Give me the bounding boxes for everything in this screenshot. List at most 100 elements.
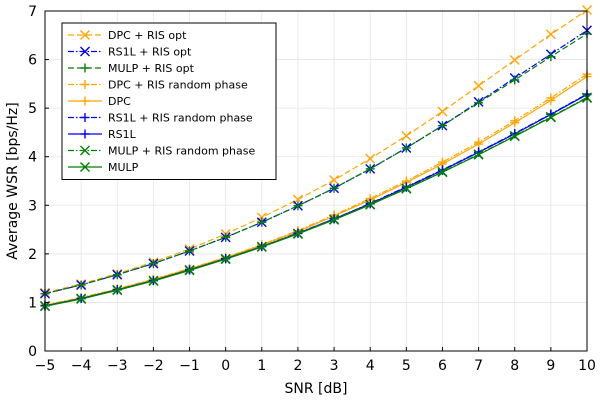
legend-label: MULP — [108, 161, 139, 174]
data-point — [148, 259, 158, 269]
series-line-dpc-ris-opt — [44, 9, 588, 294]
data-point — [474, 98, 484, 108]
data-point — [329, 175, 340, 186]
x-tick-label: −2 — [143, 358, 164, 374]
series-mulp — [40, 92, 592, 312]
data-point — [329, 183, 339, 193]
data-point — [401, 143, 411, 153]
series-line-mulp-ris-opt — [44, 33, 588, 295]
legend-item: MULP + RIS random phase — [68, 145, 255, 158]
x-tick-label: −1 — [179, 358, 200, 374]
data-point — [221, 232, 231, 242]
legend-marker — [80, 30, 90, 40]
legend-marker — [80, 96, 90, 106]
legend: DPC + RIS opt RS1L + RIS opt MULP + RIS op… — [61, 22, 277, 180]
legend-label: RS1L + RIS opt — [108, 46, 192, 59]
data-point — [148, 276, 159, 287]
data-point — [112, 285, 123, 296]
data-point — [185, 246, 195, 256]
legend-item: RS1L + RIS opt — [68, 46, 192, 59]
data-point — [184, 265, 195, 276]
legend-item: MULP + RIS opt — [68, 62, 195, 75]
x-tick-label: −4 — [71, 358, 92, 374]
plot-frame — [44, 10, 588, 352]
x-tick-label: 2 — [293, 358, 302, 374]
x-tick-label: 6 — [438, 358, 447, 374]
x-tick-label: 5 — [402, 358, 411, 374]
data-point — [437, 106, 448, 117]
data-point — [509, 55, 520, 66]
legend-marker — [80, 145, 90, 156]
data-point — [437, 167, 448, 178]
data-point — [509, 131, 520, 142]
legend-item: DPC — [68, 95, 131, 108]
x-axis-title: SNR [dB] — [285, 381, 348, 397]
data-point — [401, 130, 412, 141]
y-tick-label: 3 — [28, 198, 37, 214]
x-tick-label: 1 — [257, 358, 266, 374]
y-axis-title: Average WSR [bps/Hz] — [5, 102, 21, 259]
x-tick-label: −5 — [35, 358, 56, 374]
y-tick-label: 7 — [28, 4, 37, 20]
legend-marker — [80, 80, 90, 89]
legend-label: RS1L + RIS random phase — [108, 112, 253, 125]
data-point — [545, 29, 556, 40]
legend-item: DPC + RIS opt — [68, 29, 187, 42]
legend-item: DPC + RIS random phase — [68, 79, 248, 92]
legend-item: RS1L + RIS random phase — [68, 112, 253, 125]
legend-item: RS1L — [68, 128, 137, 141]
legend-label: MULP + RIS opt — [108, 62, 195, 75]
ticks: −5 −4 −3 −2 −1 0 1 2 3 4 5 6 7 8 9 10 0 1 2 3 4 5 6 7 — [28, 4, 596, 374]
data-point — [329, 214, 340, 225]
data-point — [582, 5, 592, 16]
data-point — [220, 254, 231, 265]
data-point — [510, 75, 520, 85]
legend-label: MULP + RIS random phase — [108, 145, 255, 158]
y-tick-label: 6 — [28, 53, 37, 69]
data-point — [545, 112, 556, 123]
x-tick-label: 7 — [474, 358, 483, 374]
data-point — [510, 118, 520, 128]
legend-label: DPC — [108, 95, 131, 108]
y-tick-label: 5 — [28, 101, 37, 117]
data-point — [76, 280, 86, 290]
series-line-dpc — [44, 76, 588, 306]
data-point — [401, 183, 412, 194]
legend-marker — [80, 129, 90, 139]
data-point — [546, 52, 556, 62]
y-tick-label: 0 — [28, 344, 37, 360]
data-point — [293, 201, 303, 211]
data-point — [257, 217, 267, 227]
data-point — [76, 294, 87, 305]
x-tick-label: 0 — [221, 358, 230, 374]
data-point — [437, 121, 447, 131]
legend-item: MULP — [68, 161, 139, 174]
x-tick-label: 9 — [546, 358, 555, 374]
data-point — [546, 95, 556, 105]
data-point — [112, 270, 122, 280]
legend-marker — [80, 63, 90, 73]
data-point — [474, 139, 484, 149]
x-tick-label: 3 — [330, 358, 339, 374]
legend-marker — [80, 46, 90, 57]
legend-marker — [80, 162, 90, 172]
data-point — [256, 242, 267, 253]
x-tick-label: −3 — [107, 358, 128, 374]
data-point — [473, 80, 484, 91]
x-tick-label: 8 — [510, 358, 519, 374]
x-tick-label: 10 — [578, 358, 596, 374]
data-point — [292, 228, 303, 239]
legend-label: DPC + RIS random phase — [108, 79, 248, 92]
data-point — [473, 149, 484, 160]
data-point — [365, 199, 376, 210]
x-tick-label: 4 — [366, 358, 375, 374]
y-tick-label: 4 — [28, 150, 37, 166]
y-tick-label: 1 — [28, 295, 37, 311]
y-tick-label: 2 — [28, 247, 37, 263]
data-point — [365, 153, 376, 164]
series-line-mulp — [44, 97, 588, 307]
legend-marker — [80, 113, 90, 122]
data-point — [365, 164, 375, 174]
